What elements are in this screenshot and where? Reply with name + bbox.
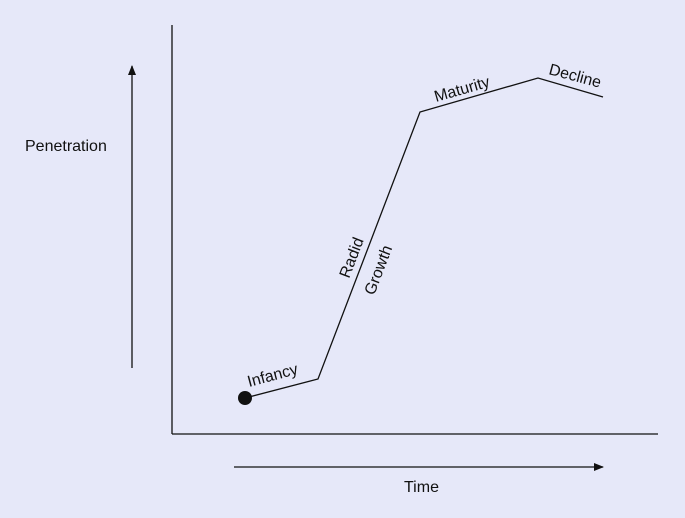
stage-label-decline: Decline [547, 61, 603, 91]
x-axis-label: Time [404, 479, 439, 496]
start-point-dot [238, 391, 252, 405]
y-axis-label: Penetration [25, 138, 107, 155]
stage-label-growth-line1: Radid [337, 235, 368, 280]
lifecycle-curve [244, 77, 604, 399]
stage-label-maturity: Maturity [432, 74, 491, 106]
